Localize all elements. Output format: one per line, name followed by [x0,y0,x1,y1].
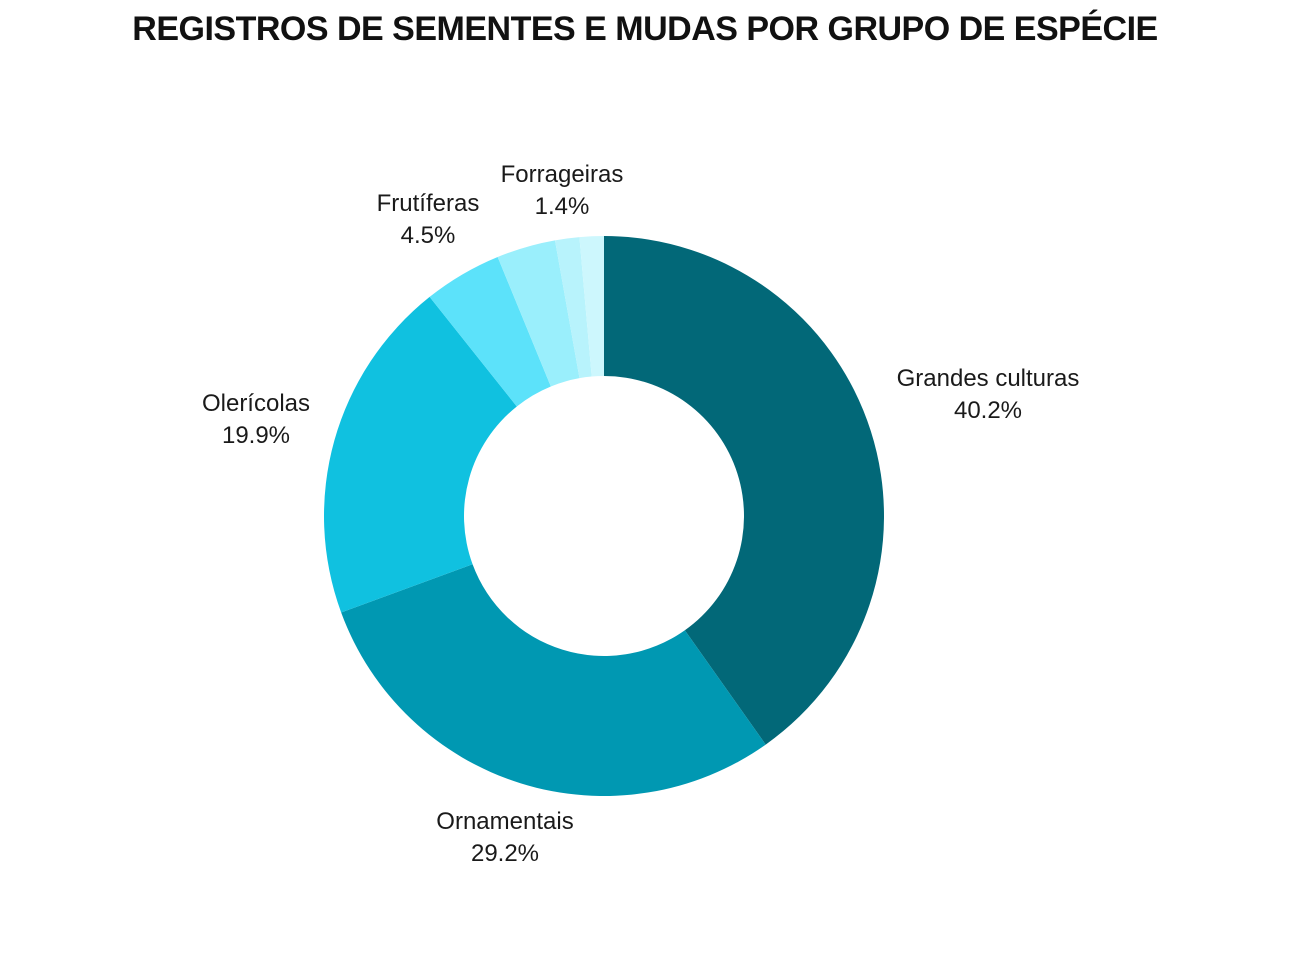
slice-label-name: Frutíferas [377,190,480,217]
label-grandes-culturas: Grandes culturas 40.2% [897,365,1080,424]
slice-labels: Grandes culturas 40.2% Ornamentais 29.2% Ole… [202,161,1079,867]
label-forrageiras: Forrageiras 1.4% [501,161,624,220]
slice-label-value: 1.4% [535,193,590,220]
slice-label-name: Grandes culturas [897,365,1080,392]
slice-forrageiras [579,236,604,377]
slice-grandes-culturas [604,236,884,745]
donut-slices [323,236,884,796]
slice-5 [497,240,580,387]
slice-label-name: Forrageiras [501,161,624,188]
slice-frutiferas [429,256,551,407]
slice-label-name: Olerícolas [202,390,310,417]
slice-6 [554,237,592,379]
label-ornamentais: Ornamentais 29.2% [436,808,573,867]
slice-label-value: 29.2% [471,840,539,867]
label-olericolas: Olerícolas 19.9% [202,390,310,449]
slice-label-name: Ornamentais [436,808,573,835]
label-frutiferas: Frutíferas 4.5% [377,190,480,249]
chart-title: REGISTROS DE SEMENTES E MUDAS POR GRUPO … [132,10,1158,48]
slice-label-value: 19.9% [222,422,290,449]
slice-label-value: 40.2% [954,397,1022,424]
slice-olericolas [323,296,517,613]
slice-ornamentais [341,564,766,796]
slice-label-value: 4.5% [401,222,456,249]
